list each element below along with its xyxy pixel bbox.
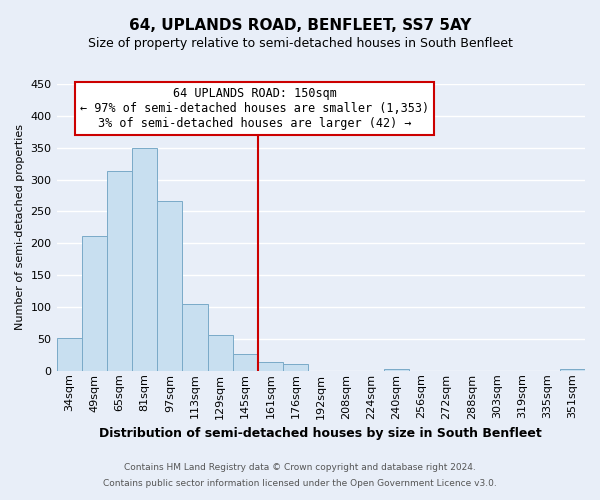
X-axis label: Distribution of semi-detached houses by size in South Benfleet: Distribution of semi-detached houses by …: [100, 427, 542, 440]
Text: Contains public sector information licensed under the Open Government Licence v3: Contains public sector information licen…: [103, 478, 497, 488]
Bar: [560, 370, 585, 371]
Bar: [383, 370, 409, 371]
Bar: [132, 148, 157, 371]
Y-axis label: Number of semi-detached properties: Number of semi-detached properties: [15, 124, 25, 330]
Bar: [208, 335, 233, 371]
Text: 64 UPLANDS ROAD: 150sqm
← 97% of semi-detached houses are smaller (1,353)
3% of : 64 UPLANDS ROAD: 150sqm ← 97% of semi-de…: [80, 87, 429, 130]
Text: Size of property relative to semi-detached houses in South Benfleet: Size of property relative to semi-detach…: [88, 38, 512, 51]
Bar: [283, 364, 308, 371]
Bar: [107, 172, 132, 371]
Bar: [258, 362, 283, 371]
Bar: [182, 304, 208, 371]
Text: Contains HM Land Registry data © Crown copyright and database right 2024.: Contains HM Land Registry data © Crown c…: [124, 464, 476, 472]
Bar: [82, 236, 107, 371]
Text: 64, UPLANDS ROAD, BENFLEET, SS7 5AY: 64, UPLANDS ROAD, BENFLEET, SS7 5AY: [129, 18, 471, 32]
Bar: [56, 338, 82, 371]
Bar: [157, 200, 182, 371]
Bar: [233, 354, 258, 371]
